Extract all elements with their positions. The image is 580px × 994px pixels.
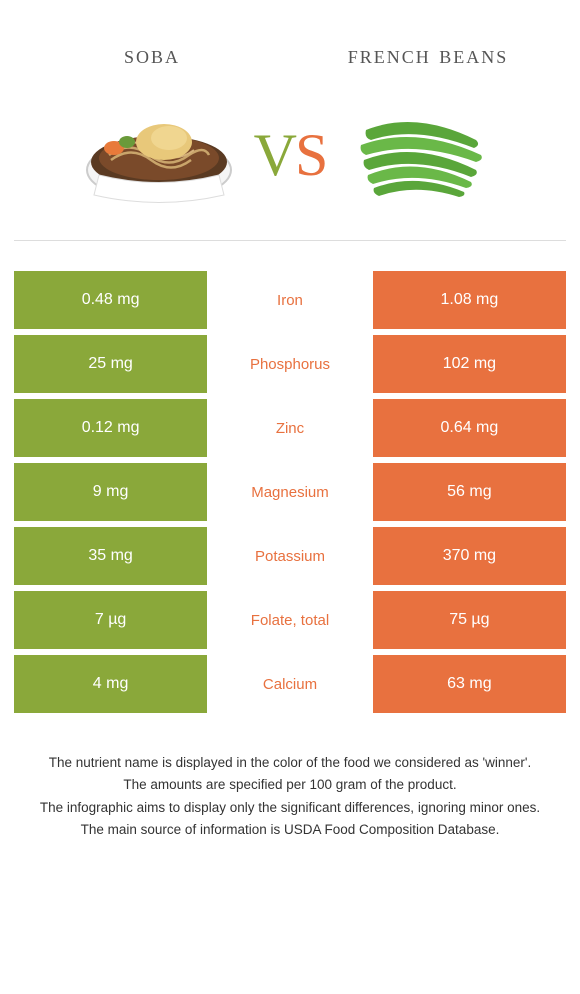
cell-right-value: 75 µg (373, 591, 566, 649)
food1-title: soba (28, 40, 276, 70)
cell-left-value: 0.12 mg (14, 399, 207, 457)
footnote-line: The amounts are specified per 100 gram o… (20, 775, 560, 795)
vs-s: S (295, 122, 326, 188)
cell-nutrient-name: Calcium (207, 655, 373, 713)
vs-v: V (254, 122, 295, 188)
cell-nutrient-name: Iron (207, 271, 373, 329)
cell-nutrient-name: Magnesium (207, 463, 373, 521)
cell-left-value: 9 mg (14, 463, 207, 521)
cell-right-value: 63 mg (373, 655, 566, 713)
table-row: 0.12 mgZinc0.64 mg (14, 399, 566, 457)
cell-nutrient-name: Zinc (207, 399, 373, 457)
cell-nutrient-name: Phosphorus (207, 335, 373, 393)
footnotes: The nutrient name is displayed in the co… (14, 753, 566, 840)
cell-right-value: 0.64 mg (373, 399, 566, 457)
footnote-line: The infographic aims to display only the… (20, 798, 560, 818)
food2-title: french beans (304, 40, 552, 70)
cell-right-value: 1.08 mg (373, 271, 566, 329)
table-row: 9 mgMagnesium56 mg (14, 463, 566, 521)
footnote-line: The nutrient name is displayed in the co… (20, 753, 560, 773)
food1-image (74, 90, 244, 220)
cell-right-value: 56 mg (373, 463, 566, 521)
table-row: 4 mgCalcium63 mg (14, 655, 566, 713)
food2-image (336, 90, 506, 220)
cell-left-value: 7 µg (14, 591, 207, 649)
table-row: 7 µgFolate, total75 µg (14, 591, 566, 649)
vs-row: VS (14, 90, 566, 241)
cell-left-value: 35 mg (14, 527, 207, 585)
cell-left-value: 25 mg (14, 335, 207, 393)
footnote-line: The main source of information is USDA F… (20, 820, 560, 840)
cell-left-value: 4 mg (14, 655, 207, 713)
table-row: 25 mgPhosphorus102 mg (14, 335, 566, 393)
header-titles: soba french beans (14, 40, 566, 70)
cell-right-value: 102 mg (373, 335, 566, 393)
vs-label: VS (254, 121, 327, 190)
table-row: 0.48 mgIron1.08 mg (14, 271, 566, 329)
nutrient-table: 0.48 mgIron1.08 mg 25 mgPhosphorus102 mg 0… (14, 271, 566, 713)
soba-bowl-icon (79, 100, 239, 210)
cell-right-value: 370 mg (373, 527, 566, 585)
table-row: 35 mgPotassium370 mg (14, 527, 566, 585)
cell-left-value: 0.48 mg (14, 271, 207, 329)
french-beans-icon (346, 100, 496, 210)
cell-nutrient-name: Potassium (207, 527, 373, 585)
cell-nutrient-name: Folate, total (207, 591, 373, 649)
